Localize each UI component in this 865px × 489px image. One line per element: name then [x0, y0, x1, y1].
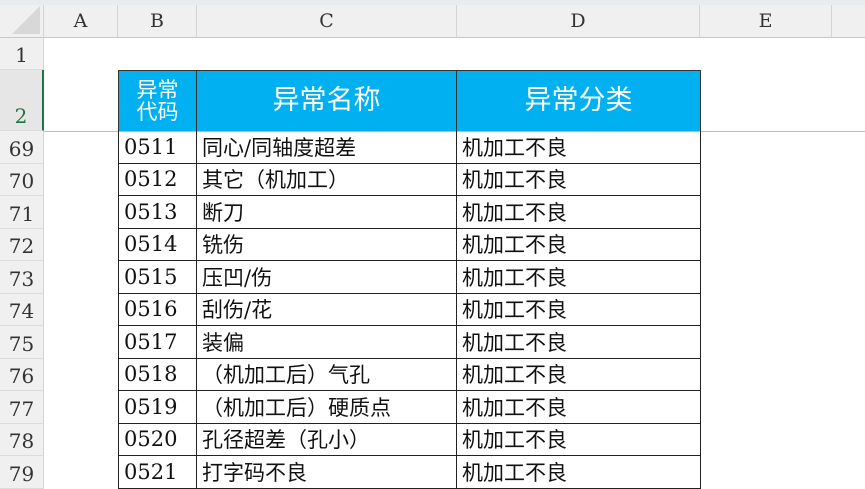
- row-header-1[interactable]: 1: [0, 38, 44, 70]
- cell-name[interactable]: 铣伤: [197, 228, 457, 261]
- cell-code[interactable]: 0520: [118, 423, 197, 456]
- cell-name[interactable]: 打字码不良: [197, 456, 457, 489]
- cell-name[interactable]: （机加工后）气孔: [197, 358, 457, 391]
- column-header-d[interactable]: D: [457, 5, 700, 38]
- column-header-a[interactable]: A: [44, 5, 118, 38]
- column-header-c[interactable]: C: [197, 5, 457, 38]
- header-name[interactable]: 异常名称: [197, 70, 457, 132]
- select-all-button[interactable]: [0, 5, 44, 38]
- cell-category[interactable]: 机加工不良: [457, 456, 701, 489]
- column-header-b[interactable]: B: [118, 5, 197, 38]
- cell-category[interactable]: 机加工不良: [457, 163, 701, 196]
- cell-name[interactable]: 压凹/伤: [197, 261, 457, 294]
- cell-code[interactable]: 0514: [118, 228, 197, 261]
- cell-name[interactable]: 刮伤/花: [197, 293, 457, 326]
- cell-category[interactable]: 机加工不良: [457, 326, 701, 359]
- row-header[interactable]: 70: [0, 163, 44, 196]
- cell-name[interactable]: 孔径超差（孔小）: [197, 423, 457, 456]
- cell-category[interactable]: 机加工不良: [457, 261, 701, 294]
- toolbar-strip: [0, 0, 865, 5]
- cell-category[interactable]: 机加工不良: [457, 131, 701, 164]
- cell-code[interactable]: 0513: [118, 196, 197, 229]
- cell-code[interactable]: 0521: [118, 456, 197, 489]
- row-header[interactable]: 75: [0, 326, 44, 359]
- column-header[interactable]: [832, 5, 865, 38]
- cell-name[interactable]: 装偏: [197, 326, 457, 359]
- row-header[interactable]: 69: [0, 131, 44, 164]
- header-code[interactable]: 异常 代码: [118, 70, 197, 132]
- cell-code[interactable]: 0519: [118, 391, 197, 424]
- row-header[interactable]: 71: [0, 196, 44, 229]
- freeze-pane-line: [0, 131, 865, 132]
- header-category[interactable]: 异常分类: [457, 70, 701, 132]
- row-header-2[interactable]: 2: [0, 70, 44, 131]
- cell-code[interactable]: 0515: [118, 261, 197, 294]
- cell-category[interactable]: 机加工不良: [457, 391, 701, 424]
- cell-name[interactable]: 其它（机加工）: [197, 163, 457, 196]
- cell-category[interactable]: 机加工不良: [457, 196, 701, 229]
- cell-category[interactable]: 机加工不良: [457, 293, 701, 326]
- row-header[interactable]: 77: [0, 391, 44, 424]
- row-header[interactable]: 74: [0, 293, 44, 326]
- row-header[interactable]: 73: [0, 261, 44, 294]
- row-header[interactable]: 79: [0, 456, 44, 489]
- cell-code[interactable]: 0511: [118, 131, 197, 164]
- cell-category[interactable]: 机加工不良: [457, 423, 701, 456]
- row-header[interactable]: 78: [0, 423, 44, 456]
- cell-code[interactable]: 0512: [118, 163, 197, 196]
- column-header-e[interactable]: E: [700, 5, 832, 38]
- cell-name[interactable]: （机加工后）硬质点: [197, 391, 457, 424]
- cell-category[interactable]: 机加工不良: [457, 358, 701, 391]
- cell-category[interactable]: 机加工不良: [457, 228, 701, 261]
- cell-code[interactable]: 0516: [118, 293, 197, 326]
- row-header[interactable]: 76: [0, 358, 44, 391]
- cell-name[interactable]: 断刀: [197, 196, 457, 229]
- cell-code[interactable]: 0517: [118, 326, 197, 359]
- cell-name[interactable]: 同心/同轴度超差: [197, 131, 457, 164]
- row-header[interactable]: 72: [0, 228, 44, 261]
- cell-code[interactable]: 0518: [118, 358, 197, 391]
